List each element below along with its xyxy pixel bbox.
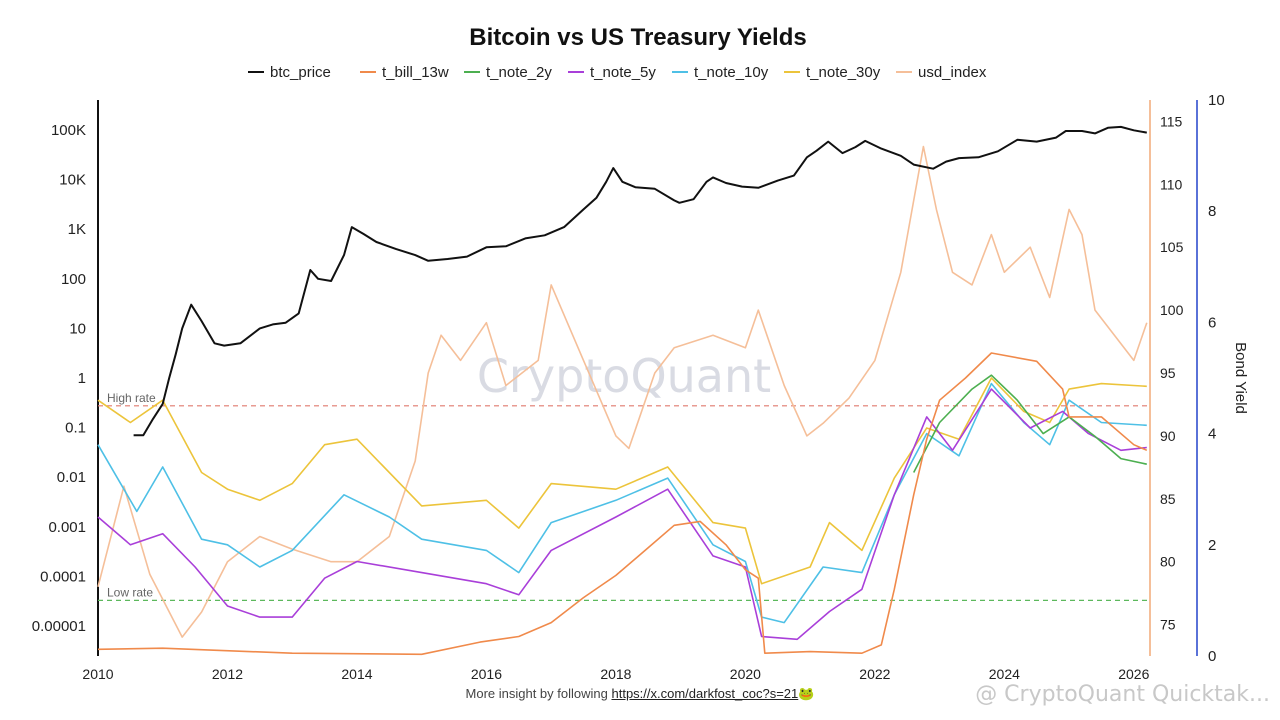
x-tick-label: 2026 <box>1118 666 1149 682</box>
series-line-t_bill_13w <box>97 352 1148 656</box>
series-line-usd_index <box>97 145 1148 638</box>
legend-label-t_note_30y[interactable]: t_note_30y <box>806 64 881 81</box>
x-tick-label: 2022 <box>859 666 890 682</box>
x-tick-label: 2014 <box>341 666 372 682</box>
mid-tick-label: 110 <box>1160 176 1183 192</box>
legend-label-t_note_2y[interactable]: t_note_2y <box>486 64 552 81</box>
mid-tick-label: 80 <box>1160 554 1176 570</box>
right-tick-label: 0 <box>1208 648 1216 665</box>
mid-axis-ticks: 115 110 105 100 95 90 85 80 75 <box>1160 113 1184 632</box>
left-tick-label: 100K <box>51 122 86 139</box>
mid-tick-label: 100 <box>1160 302 1184 318</box>
legend-label-t_bill_13w[interactable]: t_bill_13w <box>382 64 449 81</box>
reference-lines: High rate Low rate <box>98 391 1150 602</box>
x-tick-label: 2010 <box>82 666 113 682</box>
footer-prefix: More insight by following <box>465 686 612 701</box>
left-tick-label: 1 <box>78 370 86 387</box>
x-tick-label: 2012 <box>212 666 243 682</box>
series-line-btc_price <box>133 125 1147 437</box>
x-tick-label: 2024 <box>989 666 1020 682</box>
right-tick-label: 10 <box>1208 92 1225 109</box>
legend-label-t_note_10y[interactable]: t_note_10y <box>694 64 769 81</box>
right-axis-ticks: 10 8 6 4 2 0 <box>1208 92 1225 665</box>
mid-tick-label: 90 <box>1160 428 1176 444</box>
left-tick-label: 0.00001 <box>32 618 86 635</box>
left-tick-label: 0.01 <box>57 469 86 486</box>
frog-icon: 🐸 <box>798 686 815 701</box>
footer: More insight by following https://x.com/… <box>0 686 1280 702</box>
ref-label-0: High rate <box>107 391 156 405</box>
left-tick-label: 10 <box>69 320 86 337</box>
chart-title: Bitcoin vs US Treasury Yields <box>469 24 806 51</box>
legend-label-usd_index[interactable]: usd_index <box>918 64 987 81</box>
right-tick-label: 4 <box>1208 426 1216 443</box>
left-tick-label: 10K <box>59 172 86 189</box>
left-tick-label: 100 <box>61 271 86 288</box>
series-line-t_note_5y <box>97 388 1147 641</box>
x-tick-label: 2020 <box>730 666 761 682</box>
mid-tick-label: 105 <box>1160 239 1184 255</box>
x-tick-label: 2018 <box>600 666 631 682</box>
footer-link[interactable]: https://x.com/darkfost_coc?s=21 <box>611 686 799 701</box>
x-axis-ticks: 2010 2012 2014 2016 2018 2020 2022 2024 2026 <box>82 666 1149 682</box>
legend-label-btc_price[interactable]: btc_price <box>270 64 331 81</box>
left-axis-ticks: 100K 10K 1K 100 10 1 0.1 0.01 0.001 0.0001 0.00001 <box>32 122 86 635</box>
series-line-t_note_2y <box>912 374 1147 473</box>
mid-tick-label: 115 <box>1160 113 1183 129</box>
ref-label-1: Low rate <box>107 585 153 599</box>
mid-tick-label: 85 <box>1160 491 1176 507</box>
left-tick-label: 0.0001 <box>40 568 86 585</box>
legend-label-t_note_5y[interactable]: t_note_5y <box>590 64 656 81</box>
left-tick-label: 0.001 <box>48 519 86 536</box>
left-tick-label: 1K <box>68 221 86 238</box>
x-tick-label: 2016 <box>471 666 502 682</box>
right-tick-label: 6 <box>1208 314 1216 331</box>
series-layer <box>97 125 1148 656</box>
right-axis-label: Bond Yield <box>1232 342 1249 414</box>
watermark: CryptoQuant <box>477 349 771 403</box>
right-tick-label: 2 <box>1208 537 1216 554</box>
mid-tick-label: 75 <box>1160 617 1176 633</box>
series-line-t_note_10y <box>97 382 1147 624</box>
legend[interactable]: btc_price t_bill_13w t_note_2y t_note_5y t_n… <box>248 64 987 81</box>
right-tick-label: 8 <box>1208 203 1216 220</box>
left-tick-label: 0.1 <box>65 420 86 437</box>
axes <box>97 100 1198 656</box>
series-line-t_note_30y <box>97 377 1147 585</box>
mid-tick-label: 95 <box>1160 365 1176 381</box>
corner-watermark: @ CryptoQuant Quicktak... <box>975 682 1270 707</box>
